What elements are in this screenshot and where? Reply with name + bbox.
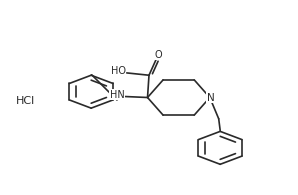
Text: O: O — [154, 50, 162, 59]
Text: HCl: HCl — [16, 96, 35, 106]
Text: HO: HO — [111, 66, 126, 76]
Text: N: N — [207, 92, 215, 103]
Text: HN: HN — [110, 90, 124, 100]
